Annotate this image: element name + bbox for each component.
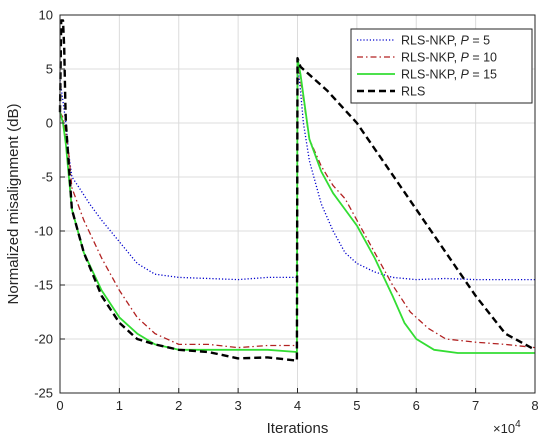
x-tick-label: 3 (235, 398, 242, 413)
x-tick-label: 2 (175, 398, 182, 413)
x-tick-label: 1 (116, 398, 123, 413)
series-layer (58, 19, 536, 362)
x-tick-label: 8 (531, 398, 538, 413)
legend-label-variable: P (461, 51, 470, 65)
y-tick-label: 5 (46, 62, 53, 77)
y-tick-label: -10 (34, 224, 53, 239)
legend-label-prefix: RLS-NKP, (401, 68, 461, 82)
legend-label-variable: P (461, 68, 470, 82)
x-axis-label: Iterations (267, 420, 329, 437)
y-tick-label: -15 (34, 278, 53, 293)
legend-label-prefix: RLS-NKP, (401, 34, 461, 48)
x-tick-label: 5 (353, 398, 360, 413)
x-tick-label: 4 (294, 398, 301, 413)
legend-label-2: RLS-NKP, P = 10 (401, 51, 497, 65)
legend-label-1: RLS-NKP, P = 5 (401, 34, 490, 48)
legend-label-3: RLS-NKP, P = 15 (401, 68, 497, 82)
legend-label-suffix: = 10 (469, 51, 497, 65)
legend-label-variable: P (461, 34, 470, 48)
y-tick-label: 0 (46, 116, 53, 131)
x-axis-multiplier-exponent: 4 (515, 419, 521, 430)
legend-label-suffix: = 15 (469, 68, 497, 82)
x-axis-multiplier: ×104 (493, 419, 521, 436)
y-tick-label: 10 (39, 8, 53, 23)
x-tick-label: 7 (472, 398, 479, 413)
y-axis-label: Normalized misalignment (dB) (5, 104, 22, 305)
y-tick-label: -5 (41, 170, 53, 185)
tick-layer: 0 1 2 3 4 5 6 7 8 -25 -20 -15 -10 -5 0 5 10 (34, 8, 538, 414)
x-axis-multiplier-base: ×10 (493, 421, 515, 436)
legend-label-suffix: = 5 (469, 34, 490, 48)
legend-label-4: RLS (401, 85, 425, 99)
legend-label-prefix: RLS (401, 85, 425, 99)
y-tick-label: -25 (34, 386, 53, 401)
series-line-4 (58, 19, 536, 362)
x-tick-label: 6 (413, 398, 420, 413)
legend-label-prefix: RLS-NKP, (401, 51, 461, 65)
x-tick-label: 0 (56, 398, 63, 413)
y-tick-label: -20 (34, 332, 53, 347)
